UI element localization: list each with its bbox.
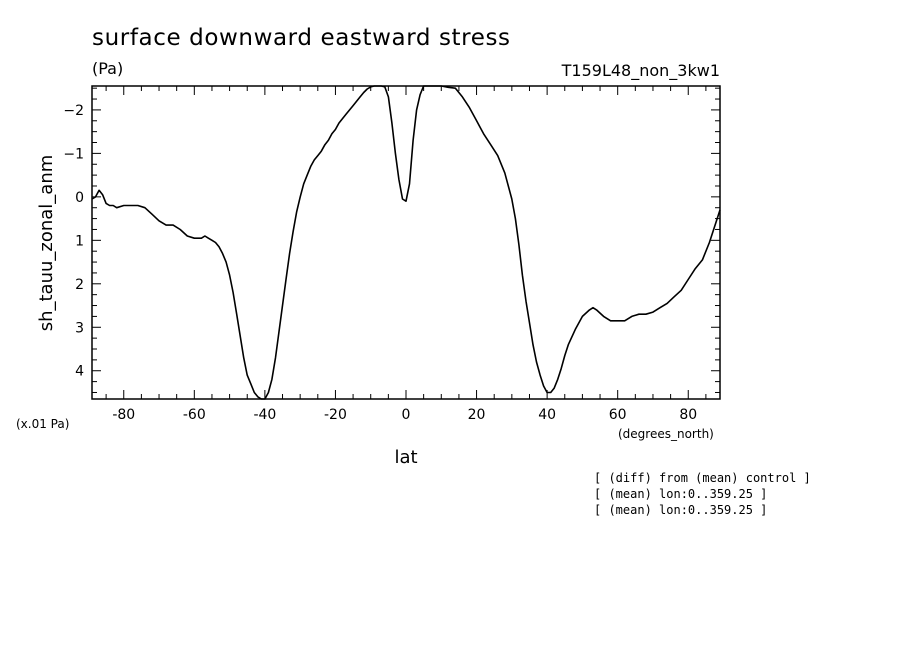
y-tick-label: 1 (75, 233, 84, 249)
x-tick-label: -60 (183, 407, 206, 423)
plot-frame (91, 85, 721, 400)
x-axis-label: lat (394, 447, 417, 468)
x-axis-ticks: -80 -60 -40 -20 0 20 40 60 80 (105, 86, 707, 423)
x-tick-label: 60 (609, 407, 627, 423)
x-tick-label: -40 (253, 407, 276, 423)
x-axis-units: (degrees_north) (618, 427, 714, 441)
chart-units: (Pa) (92, 59, 123, 78)
y-tick-label: 0 (75, 190, 84, 206)
y-tick-label: −1 (63, 146, 84, 162)
note-line-1: [ (diff) from (mean) control ] (594, 471, 811, 485)
x-tick-label: -20 (324, 407, 347, 423)
experiment-label: T159L48_non_3kw1 (561, 61, 720, 81)
chart-title: surface downward eastward stress (92, 25, 511, 51)
y-tick-label: 2 (75, 277, 84, 293)
series-line (91, 85, 721, 400)
y-scale-note: (x.01 Pa) (16, 417, 69, 431)
x-tick-label: 20 (468, 407, 486, 423)
note-line-3: [ (mean) lon:0..359.25 ] (594, 503, 767, 517)
plot-line-layer (91, 85, 721, 400)
y-tick-label: 4 (75, 364, 84, 380)
y-axis-ticks: −2 −1 0 1 2 3 4 (63, 87, 720, 393)
y-tick-label: 3 (75, 320, 84, 336)
x-tick-label: 40 (538, 407, 556, 423)
y-axis-label: sh_tauu_zonal_anm (36, 155, 57, 332)
x-tick-label: 80 (679, 407, 697, 423)
x-tick-label: -80 (112, 407, 135, 423)
note-line-2: [ (mean) lon:0..359.25 ] (594, 487, 767, 501)
x-tick-label: 0 (402, 407, 411, 423)
y-tick-label: −2 (63, 103, 84, 119)
